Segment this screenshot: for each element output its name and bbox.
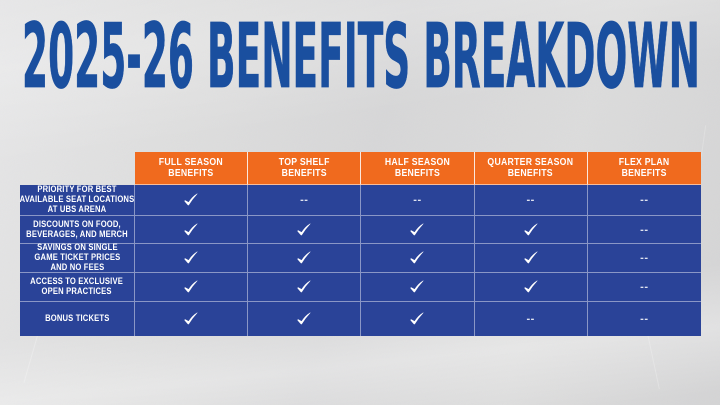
- benefit-not-included-cell: --: [474, 302, 588, 336]
- benefits-table: FULL SEASON BENEFITS TOP SHELF BENEFITS …: [20, 152, 701, 336]
- benefit-included-cell: [474, 216, 588, 244]
- benefit-not-included-cell: --: [361, 185, 475, 216]
- check-icon: [297, 223, 311, 236]
- check-icon: [297, 280, 311, 293]
- check-icon: [184, 312, 198, 325]
- page-title: 2025-26 BENEFITS BREAKDOWN: [22, 4, 700, 108]
- column-header-label: QUARTER SEASON BENEFITS: [487, 156, 574, 180]
- benefit-included-cell: [135, 302, 249, 336]
- row-label-text: BONUS TICKETS: [44, 313, 110, 324]
- benefit-included-cell: [361, 216, 475, 244]
- check-icon: [184, 193, 198, 206]
- row-label: ACCESS TO EXCLUSIVE OPEN PRACTICES: [20, 273, 135, 302]
- benefit-included-cell: [135, 216, 249, 244]
- check-icon: [184, 223, 198, 236]
- benefit-included-cell: [361, 273, 475, 302]
- benefit-included-cell: [361, 244, 475, 273]
- check-icon: [410, 312, 424, 325]
- check-icon: [410, 223, 424, 236]
- column-header-full-season: FULL SEASON BENEFITS: [135, 152, 249, 185]
- benefit-included-cell: [248, 302, 362, 336]
- benefit-included-cell: [135, 273, 249, 302]
- benefit-not-included-cell: --: [587, 302, 701, 336]
- benefit-not-included-cell: --: [474, 185, 588, 216]
- benefit-included-cell: [135, 185, 249, 216]
- column-header-label: FULL SEASON BENEFITS: [159, 156, 224, 180]
- benefit-included-cell: [474, 244, 588, 273]
- check-icon: [184, 280, 198, 293]
- check-icon: [410, 251, 424, 264]
- benefit-not-included-cell: --: [587, 273, 701, 302]
- row-label-text: ACCESS TO EXCLUSIVE OPEN PRACTICES: [30, 276, 124, 296]
- benefit-included-cell: [361, 302, 475, 336]
- benefit-included-cell: [248, 216, 362, 244]
- check-icon: [524, 251, 538, 264]
- column-header-label: HALF SEASON BENEFITS: [384, 156, 451, 180]
- column-header-label: FLEX PLAN BENEFITS: [618, 156, 670, 180]
- column-header-half-season: HALF SEASON BENEFITS: [361, 152, 475, 185]
- benefit-not-included-cell: --: [587, 185, 701, 216]
- check-icon: [184, 251, 198, 264]
- check-icon: [524, 223, 538, 236]
- column-header-top-shelf: TOP SHELF BENEFITS: [248, 152, 362, 185]
- title-banner: 2025-26 BENEFITS BREAKDOWN: [22, 4, 701, 109]
- benefit-not-included-cell: --: [587, 244, 701, 273]
- column-header-flex-plan: FLEX PLAN BENEFITS: [587, 152, 701, 185]
- table-corner-spacer: [20, 152, 135, 185]
- row-label: BONUS TICKETS: [20, 302, 135, 336]
- benefit-included-cell: [248, 244, 362, 273]
- column-header-quarter-season: QUARTER SEASON BENEFITS: [474, 152, 588, 185]
- check-icon: [297, 251, 311, 264]
- column-header-label: TOP SHELF BENEFITS: [278, 156, 330, 180]
- row-label-text: SAVINGS ON SINGLE GAME TICKET PRICES AND…: [34, 242, 120, 272]
- benefit-not-included-cell: --: [587, 216, 701, 244]
- row-label-text: PRIORITY FOR BEST AVAILABLE SEAT LOCATIO…: [19, 184, 135, 214]
- benefit-included-cell: [135, 244, 249, 273]
- benefit-not-included-cell: --: [248, 185, 362, 216]
- benefit-included-cell: [248, 273, 362, 302]
- check-icon: [524, 280, 538, 293]
- row-label-text: DISCOUNTS ON FOOD, BEVERAGES, AND MERCH: [26, 218, 128, 239]
- check-icon: [410, 280, 424, 293]
- row-label: SAVINGS ON SINGLE GAME TICKET PRICES AND…: [20, 242, 135, 273]
- row-label: PRIORITY FOR BEST AVAILABLE SEAT LOCATIO…: [19, 184, 135, 216]
- row-label: DISCOUNTS ON FOOD, BEVERAGES, AND MERCH: [20, 216, 135, 244]
- check-icon: [297, 312, 311, 325]
- benefit-included-cell: [474, 273, 588, 302]
